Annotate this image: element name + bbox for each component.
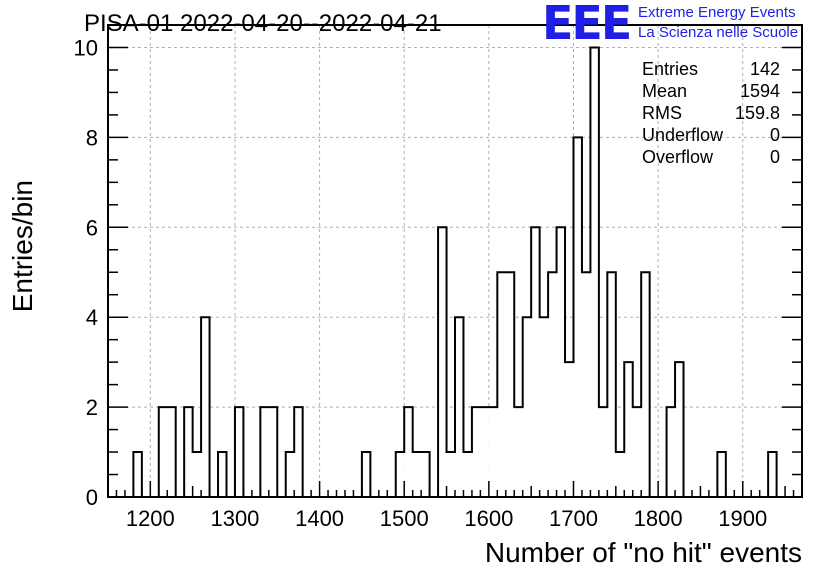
histogram-bin	[294, 407, 303, 497]
stat-label: Underflow	[642, 125, 724, 145]
histogram-bin	[421, 452, 430, 497]
grid-lines	[108, 25, 802, 497]
stat-row-overflow: Overflow 0	[642, 147, 780, 169]
histogram-bin	[438, 227, 447, 498]
stat-row-mean: Mean 1594	[642, 81, 780, 103]
histogram-bin	[158, 407, 168, 497]
histogram-bin	[167, 407, 176, 497]
stat-row-underflow: Underflow 0	[642, 125, 780, 147]
y-tick-label: 8	[86, 125, 98, 150]
x-tick-label: 1400	[295, 506, 344, 531]
histogram-bin	[455, 317, 464, 497]
x-tick-label: 1800	[634, 506, 683, 531]
y-tick-label: 6	[86, 215, 98, 240]
histogram-bin	[615, 452, 625, 497]
x-tick-label: 1700	[549, 506, 598, 531]
histogram-bin	[463, 452, 472, 497]
histogram-bin	[717, 452, 726, 497]
histogram-bin	[446, 452, 455, 497]
histogram-bin	[607, 272, 616, 497]
histogram-bin	[260, 407, 269, 497]
histogram-bin	[539, 317, 549, 497]
y-tick-label: 4	[86, 305, 98, 330]
histogram-bin	[581, 272, 591, 497]
y-tick-labels: 0 2 4 6 8 10	[74, 35, 98, 510]
x-tick-labels: 1200 1300 1400 1500 1600 1700 1800 1900	[126, 506, 767, 531]
axis-ticks	[107, 46, 803, 498]
x-tick-label: 1300	[210, 506, 259, 531]
stat-value: 1594	[739, 81, 780, 101]
histogram-bin	[412, 452, 422, 497]
histogram-bin	[624, 362, 633, 497]
x-tick-label: 1600	[464, 506, 513, 531]
histogram-bin	[268, 407, 278, 497]
logo-line-1: Extreme Energy Events	[638, 4, 796, 21]
histogram-bin	[395, 452, 405, 497]
histogram-bin	[285, 452, 295, 497]
stat-label: RMS	[642, 103, 682, 123]
x-tick-label: 1200	[126, 506, 175, 531]
histogram-bin	[666, 407, 676, 497]
stat-row-rms: RMS 159.8	[642, 103, 780, 125]
y-axis-label: Entries/bin	[7, 180, 38, 312]
histogram-bin	[488, 407, 498, 497]
histogram-bin	[218, 452, 227, 497]
y-tick-label: 10	[74, 35, 98, 60]
x-tick-label: 1500	[380, 506, 429, 531]
stat-value: 0	[769, 125, 780, 145]
histogram-bin	[201, 317, 210, 497]
histogram-bin	[471, 407, 481, 497]
histogram-bin	[497, 272, 506, 497]
histogram-bin	[556, 227, 566, 498]
histogram-bin	[404, 407, 413, 497]
x-tick-label: 1900	[718, 506, 767, 531]
y-tick-label: 2	[86, 395, 98, 420]
y-tick-label: 0	[86, 485, 98, 510]
histogram-bin	[192, 452, 202, 497]
stat-row-entries: Entries 142	[642, 59, 780, 81]
histogram-bin	[522, 317, 532, 497]
x-axis-label: Number of "no hit" events	[485, 537, 802, 568]
stat-label: Mean	[642, 81, 688, 101]
stat-value: 0	[769, 147, 780, 167]
histogram-bin	[675, 362, 684, 497]
histogram-bin	[565, 362, 574, 497]
histogram-bin	[505, 272, 515, 497]
histogram-bin	[590, 47, 599, 497]
histogram-bin	[531, 227, 540, 498]
stat-label: Entries	[642, 59, 699, 79]
eee-logo-mark: EEE	[542, 0, 632, 50]
histogram-bin	[361, 452, 371, 497]
histogram-bin	[598, 407, 608, 497]
histogram-bin	[184, 407, 193, 497]
histogram-bin	[768, 452, 777, 497]
stat-value: 142	[749, 59, 780, 79]
chart-title: PISA-01 2022-04-20--2022-04-21	[84, 10, 442, 37]
histogram-bin	[514, 407, 523, 497]
histogram-bin	[641, 272, 650, 497]
histogram-bin	[573, 137, 582, 497]
histogram-bin	[548, 272, 557, 497]
histogram-bin	[133, 452, 142, 497]
stat-value: 159.8	[734, 103, 780, 123]
histogram-bars	[132, 46, 778, 498]
histogram-bin	[234, 407, 244, 497]
histogram-bin	[480, 407, 489, 497]
histogram-bin	[632, 407, 642, 497]
logo-line-2: La Scienza nelle Scuole	[638, 24, 799, 41]
stats-box: Entries 142 Mean 1594 RMS 159.8 Underflo…	[642, 59, 780, 169]
stat-label: Overflow	[642, 147, 714, 167]
